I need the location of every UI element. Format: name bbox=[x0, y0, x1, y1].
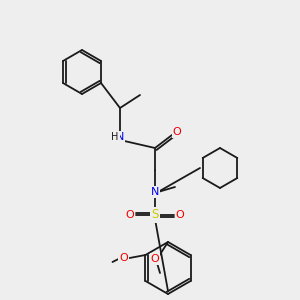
Text: H: H bbox=[111, 132, 119, 142]
Text: S: S bbox=[151, 208, 159, 221]
Text: N: N bbox=[151, 187, 159, 197]
Text: O: O bbox=[119, 253, 128, 263]
Text: O: O bbox=[151, 254, 159, 264]
Text: O: O bbox=[172, 127, 182, 137]
Text: O: O bbox=[176, 210, 184, 220]
Text: N: N bbox=[116, 132, 124, 142]
Text: O: O bbox=[126, 210, 134, 220]
